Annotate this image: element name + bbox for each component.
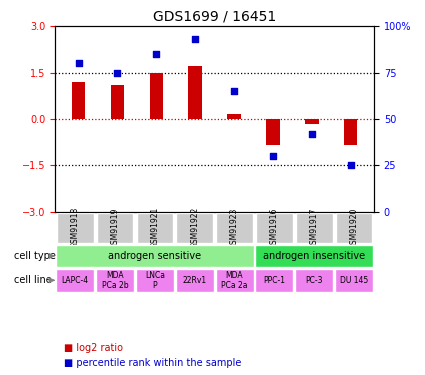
FancyBboxPatch shape bbox=[56, 245, 253, 267]
FancyBboxPatch shape bbox=[295, 269, 333, 292]
FancyBboxPatch shape bbox=[96, 213, 133, 243]
Text: androgen insensitive: androgen insensitive bbox=[263, 251, 366, 261]
FancyBboxPatch shape bbox=[256, 213, 293, 243]
Point bbox=[153, 51, 160, 57]
Text: LAPC-4: LAPC-4 bbox=[62, 276, 89, 285]
FancyBboxPatch shape bbox=[56, 269, 94, 292]
Text: GSM91921: GSM91921 bbox=[150, 207, 159, 249]
Text: ■ log2 ratio: ■ log2 ratio bbox=[64, 343, 123, 353]
Text: GSM91916: GSM91916 bbox=[270, 207, 279, 249]
FancyBboxPatch shape bbox=[96, 269, 134, 292]
Title: GDS1699 / 16451: GDS1699 / 16451 bbox=[153, 10, 276, 24]
Bar bbox=[266, 119, 280, 146]
Text: GSM91922: GSM91922 bbox=[190, 207, 199, 249]
Point bbox=[347, 162, 354, 168]
Bar bbox=[110, 85, 124, 119]
Bar bbox=[150, 73, 163, 119]
FancyBboxPatch shape bbox=[296, 213, 332, 243]
FancyBboxPatch shape bbox=[216, 213, 253, 243]
Text: GSM91917: GSM91917 bbox=[310, 207, 319, 249]
FancyBboxPatch shape bbox=[57, 213, 94, 243]
Bar bbox=[344, 119, 357, 146]
Text: cell type: cell type bbox=[14, 251, 56, 261]
Text: LNCa
P: LNCa P bbox=[145, 271, 165, 290]
Text: PC-3: PC-3 bbox=[306, 276, 323, 285]
Text: 22Rv1: 22Rv1 bbox=[183, 276, 207, 285]
Text: ■ percentile rank within the sample: ■ percentile rank within the sample bbox=[64, 357, 241, 368]
Text: GSM91920: GSM91920 bbox=[350, 207, 359, 249]
Point bbox=[114, 70, 121, 76]
Point bbox=[231, 88, 238, 94]
Text: DU 145: DU 145 bbox=[340, 276, 368, 285]
Text: GSM91918: GSM91918 bbox=[71, 207, 79, 249]
Text: cell line: cell line bbox=[14, 275, 51, 285]
Point bbox=[309, 131, 315, 137]
FancyBboxPatch shape bbox=[335, 269, 373, 292]
Bar bbox=[188, 66, 202, 119]
Bar bbox=[305, 119, 319, 124]
FancyBboxPatch shape bbox=[176, 213, 213, 243]
Point bbox=[75, 60, 82, 66]
Point bbox=[269, 153, 276, 159]
FancyBboxPatch shape bbox=[176, 269, 214, 292]
Text: androgen sensitive: androgen sensitive bbox=[108, 251, 201, 261]
Text: PPC-1: PPC-1 bbox=[264, 276, 286, 285]
FancyBboxPatch shape bbox=[336, 213, 372, 243]
Bar bbox=[72, 82, 85, 119]
Point bbox=[192, 36, 198, 42]
FancyBboxPatch shape bbox=[255, 245, 373, 267]
Bar bbox=[227, 114, 241, 119]
Text: MDA
PCa 2a: MDA PCa 2a bbox=[221, 271, 248, 290]
FancyBboxPatch shape bbox=[215, 269, 253, 292]
Text: MDA
PCa 2b: MDA PCa 2b bbox=[102, 271, 128, 290]
FancyBboxPatch shape bbox=[255, 269, 293, 292]
FancyBboxPatch shape bbox=[136, 269, 174, 292]
FancyBboxPatch shape bbox=[136, 213, 173, 243]
Text: GSM91919: GSM91919 bbox=[110, 207, 119, 249]
Text: GSM91923: GSM91923 bbox=[230, 207, 239, 249]
